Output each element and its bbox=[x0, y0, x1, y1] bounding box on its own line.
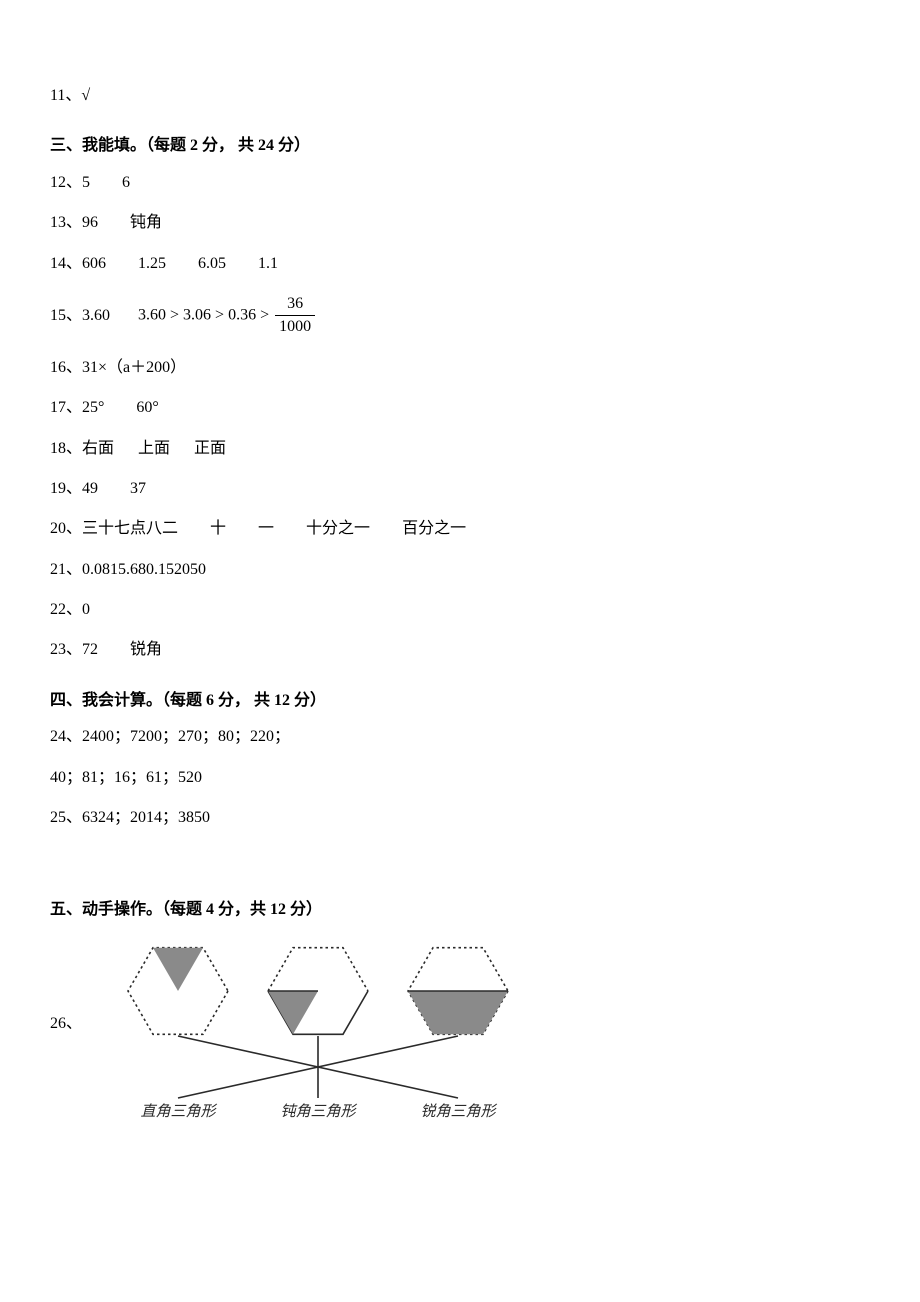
numerator: 36 bbox=[275, 293, 315, 316]
answer-key-page: 11、√ 三、我能填。（每题 2 分， 共 24 分） 12、5 6 13、96… bbox=[0, 0, 920, 1194]
answer-15: 15、3.60 3.60 > 3.06 > 0.36 > 36 1000 bbox=[50, 293, 870, 339]
question-number-26: 26、 bbox=[50, 1013, 82, 1125]
answer-12: 12、5 6 bbox=[50, 172, 870, 194]
answer-11: 11、√ bbox=[50, 85, 870, 107]
svg-text:直角三角形: 直角三角形 bbox=[141, 1103, 218, 1120]
answer-21: 21、0.0815.680.152050 bbox=[50, 559, 870, 581]
text: 1.1 bbox=[258, 255, 278, 272]
text: 上面 bbox=[138, 440, 170, 457]
answer-19: 19、49 37 bbox=[50, 478, 870, 500]
text: 十分之一 bbox=[306, 520, 370, 537]
text: 60° bbox=[136, 399, 158, 416]
denominator: 1000 bbox=[275, 316, 315, 338]
text: 6.05 bbox=[198, 255, 226, 272]
answer-14: 14、606 1.25 6.05 1.1 bbox=[50, 253, 870, 275]
section-4-header: 四、我会计算。（每题 6 分， 共 12 分） bbox=[50, 690, 870, 712]
fraction: 36 1000 bbox=[275, 293, 315, 339]
answer-18: 18、右面 上面 正面 bbox=[50, 438, 870, 460]
text: 13、96 bbox=[50, 214, 98, 231]
answer-16: 16、31×（a＋200） bbox=[50, 357, 870, 379]
answer-20: 20、三十七点八二 十 一 十分之一 百分之一 bbox=[50, 518, 870, 540]
answer-24b: 40；81；16；61；520 bbox=[50, 767, 870, 789]
text: 37 bbox=[130, 480, 146, 497]
triangle-matching-diagram: 直角三角形 钝角三角形 锐角三角形 bbox=[88, 936, 548, 1126]
answer-24: 24、2400；7200；270；80；220； bbox=[50, 726, 870, 748]
text: 一 bbox=[258, 520, 274, 537]
text: 14、606 bbox=[50, 255, 106, 272]
text: 18、右面 bbox=[50, 440, 114, 457]
section-3-header: 三、我能填。（每题 2 分， 共 24 分） bbox=[50, 135, 870, 157]
text: 1.25 bbox=[138, 255, 166, 272]
section-5-header: 五、动手操作。（每题 4 分，共 12 分） bbox=[50, 899, 870, 921]
svg-text:钝角三角形: 钝角三角形 bbox=[281, 1103, 358, 1120]
text: 3.60 > 3.06 > 0.36 > bbox=[138, 307, 269, 324]
answer-25: 25、6324；2014；3850 bbox=[50, 807, 870, 829]
answer-26: 26、 直角三角形 钝角三角形 锐角三角形 bbox=[50, 936, 870, 1126]
answer-13: 13、96 钝角 bbox=[50, 212, 870, 234]
text: 锐角 bbox=[130, 641, 162, 658]
text: 12、5 bbox=[50, 174, 90, 191]
text: 19、49 bbox=[50, 480, 98, 497]
text: 正面 bbox=[194, 440, 226, 457]
text: 15、3.60 bbox=[50, 305, 110, 327]
text: 23、72 bbox=[50, 641, 98, 658]
svg-text:锐角三角形: 锐角三角形 bbox=[421, 1103, 498, 1120]
inequality: 3.60 > 3.06 > 0.36 > 36 1000 bbox=[138, 293, 317, 339]
text: 钝角 bbox=[130, 214, 162, 231]
text: 百分之一 bbox=[402, 520, 466, 537]
text: 十 bbox=[210, 520, 226, 537]
answer-17: 17、25° 60° bbox=[50, 397, 870, 419]
text: 20、三十七点八二 bbox=[50, 520, 178, 537]
answer-23: 23、72 锐角 bbox=[50, 639, 870, 661]
text: 17、25° bbox=[50, 399, 104, 416]
text: 6 bbox=[122, 174, 130, 191]
answer-22: 22、0 bbox=[50, 599, 870, 621]
